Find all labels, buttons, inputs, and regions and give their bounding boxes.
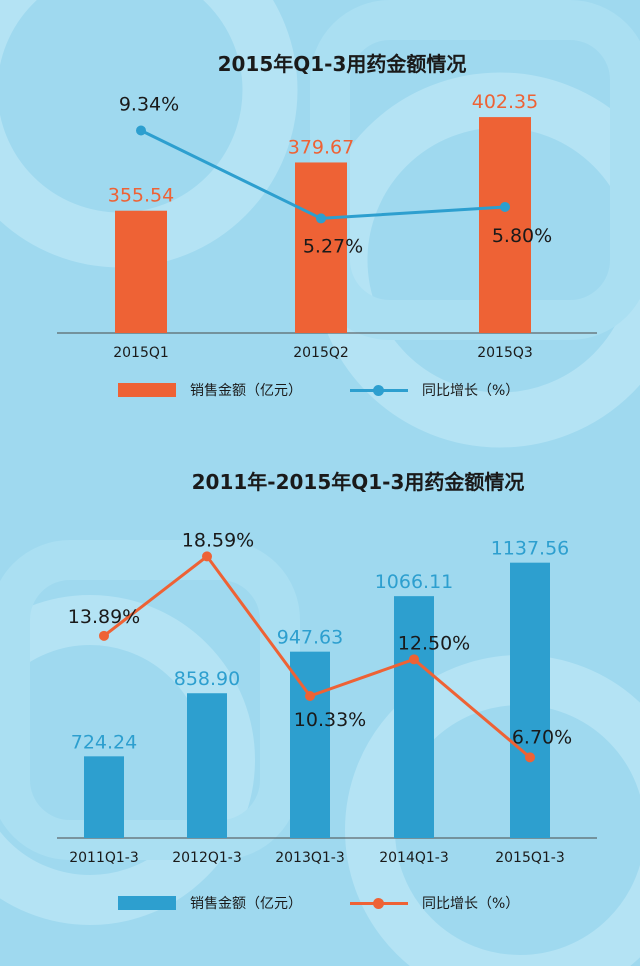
bar	[187, 693, 227, 838]
x-tick-label: 2015Q3	[477, 345, 533, 361]
bar-value-label: 402.35	[472, 91, 538, 113]
legend-item-bar: 销售金额（亿元）	[118, 380, 302, 400]
legend-line-label: 同比增长（%）	[422, 383, 520, 399]
bar	[295, 162, 347, 333]
bar-value-label: 1066.11	[375, 571, 454, 593]
bar-value-label: 858.90	[174, 668, 240, 690]
chart2-legend: 销售金额（亿元） 同比增长（%）	[118, 893, 567, 913]
x-tick-label: 2011Q1-3	[69, 850, 139, 866]
series-point	[525, 752, 535, 763]
bar	[394, 596, 434, 838]
series-point	[305, 691, 315, 701]
line-value-label: 12.50%	[398, 632, 470, 654]
x-tick-label: 2012Q1-3	[172, 850, 242, 866]
legend-line-label: 同比增长（%）	[422, 896, 520, 912]
legend-line-marker	[350, 383, 408, 397]
chart2-title: 2011年-2015年Q1-3用药金额情况	[191, 470, 525, 494]
line-value-label: 10.33%	[294, 709, 366, 731]
bar	[510, 562, 550, 838]
series-point	[500, 201, 510, 212]
legend-item-line: 同比增长（%）	[350, 893, 519, 913]
legend-bar-swatch	[118, 896, 176, 910]
series-point	[316, 213, 326, 224]
legend-item-line: 同比增长（%）	[350, 380, 519, 400]
series-point	[409, 654, 419, 665]
legend-line-marker	[350, 896, 408, 910]
line-value-label: 13.89%	[68, 606, 140, 628]
legend-bar-swatch	[118, 383, 176, 397]
chart1-title: 2015年Q1-3用药金额情况	[217, 52, 467, 76]
x-tick-label: 2015Q2	[293, 345, 349, 361]
x-tick-label: 2015Q1-3	[495, 850, 565, 866]
line-value-label: 5.27%	[303, 235, 363, 257]
bar-value-label: 947.63	[277, 627, 343, 649]
bar-value-label: 379.67	[288, 136, 354, 158]
series-point	[136, 125, 146, 136]
bar	[479, 117, 531, 333]
bar-value-label: 724.24	[71, 731, 137, 753]
x-tick-label: 2013Q1-3	[275, 850, 345, 866]
chart1-legend: 销售金额（亿元） 同比增长（%）	[118, 380, 567, 400]
line-value-label: 6.70%	[512, 726, 572, 748]
bar	[84, 756, 124, 838]
bar-value-label: 1137.56	[491, 538, 570, 560]
legend-bar-label: 销售金额（亿元）	[190, 383, 302, 399]
legend-item-bar: 销售金额（亿元）	[118, 893, 302, 913]
series-point	[99, 630, 109, 641]
bar	[115, 210, 167, 333]
line-value-label: 5.80%	[492, 225, 552, 247]
series-point	[202, 551, 212, 562]
x-tick-label: 2015Q1	[113, 345, 169, 361]
line-value-label: 18.59%	[182, 529, 254, 551]
x-tick-label: 2014Q1-3	[379, 850, 449, 866]
line-value-label: 9.34%	[119, 94, 179, 116]
legend-bar-label: 销售金额（亿元）	[190, 896, 302, 912]
bar-value-label: 355.54	[108, 185, 174, 207]
bar	[290, 651, 330, 838]
